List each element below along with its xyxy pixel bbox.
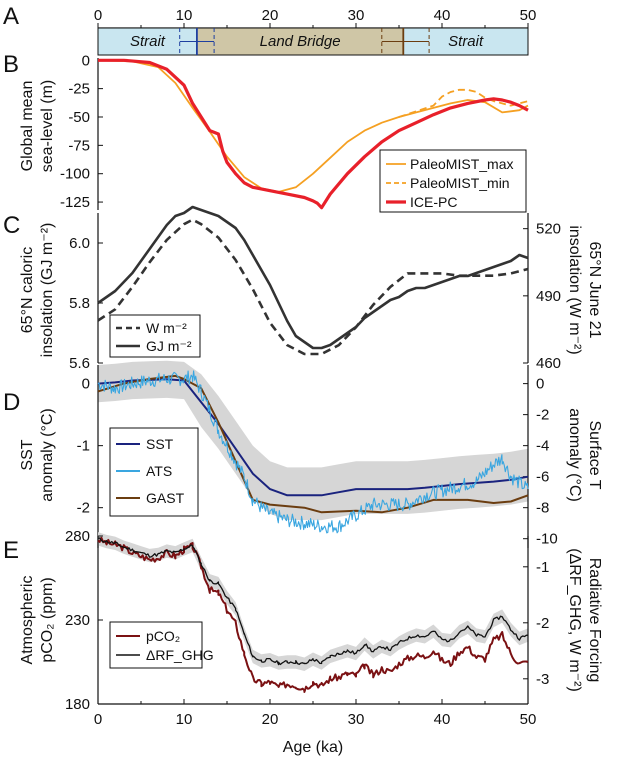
top-x-tick-label: 30	[348, 7, 365, 24]
y-left-tick-label: -2	[77, 500, 90, 517]
segment-label-3: Strait	[448, 33, 484, 50]
y-right-tick-label: -8	[536, 500, 549, 517]
top-x-tick-label: 50	[520, 7, 537, 24]
segment-label-2: Land Bridge	[260, 33, 341, 50]
y-right-tick-label: 490	[536, 288, 561, 305]
legend-label: ICE-PC	[410, 194, 457, 210]
series-gj-m2	[97, 205, 529, 350]
panel-label-e: E	[3, 537, 19, 564]
y-axis-label: Global mean	[19, 81, 36, 172]
legend-label: ΔRF_GHG	[146, 647, 214, 663]
legend-label: GAST	[146, 490, 185, 506]
sst-uncertainty-band	[98, 360, 528, 521]
y-right-tick-label: -10	[536, 531, 558, 548]
y-right-axis-label: 65°N June 21	[586, 241, 603, 338]
series-paleomist-min	[398, 88, 529, 118]
x-tick-label: 20	[262, 711, 279, 728]
y-right-tick-label: -2	[536, 407, 549, 424]
y-left-axis-label: SST	[19, 439, 36, 470]
legend-box	[109, 621, 203, 669]
y-right-tick-label: 520	[536, 221, 561, 238]
y-left-tick-label: 6.0	[69, 235, 90, 252]
y-right-axis-label: Surface T	[586, 420, 603, 489]
legend-box	[109, 314, 201, 358]
y-left-tick-label: 5.6	[69, 355, 90, 372]
y-right-axis-label: Radiative Forcing	[586, 558, 603, 683]
top-x-tick-label: 20	[262, 7, 279, 24]
series-pco2	[97, 536, 529, 693]
legend-label: PaleoMIST_min	[410, 175, 510, 191]
legend-label: PaleoMIST_max	[410, 156, 513, 172]
y-right-tick-label: 0	[536, 376, 544, 393]
y-left-axis-label: anomaly (°C)	[39, 408, 56, 502]
x-axis-label: Age (ka)	[283, 739, 343, 756]
y-left-axis-label: 65°N caloric	[19, 247, 36, 333]
y-axis-label: sea-level (m)	[39, 80, 56, 172]
x-tick-label: 40	[434, 711, 451, 728]
panel-a: 0 10 20 30 40 50 Strait Land Bridge Strait	[94, 7, 537, 56]
series-ice-pc	[98, 58, 529, 210]
x-tick-label: 30	[348, 711, 365, 728]
panel-label-c: C	[3, 212, 20, 239]
series-w-m2	[97, 218, 529, 356]
y-left-tick-label: 280	[65, 528, 90, 545]
y-left-axis-label: Atmospheric	[19, 576, 36, 665]
y-right-tick-label: -4	[536, 438, 549, 455]
panel-label-b: B	[3, 51, 19, 78]
legend-label: GJ m⁻²	[146, 338, 192, 354]
y-tick-label: 0	[82, 52, 90, 69]
series-rf-ghg	[97, 537, 529, 666]
top-x-tick-label: 10	[176, 7, 193, 24]
x-tick-label: 0	[94, 711, 102, 728]
x-tick-label: 50	[520, 711, 537, 728]
y-right-tick-label: -6	[536, 469, 549, 486]
y-right-axis-label: insolation (W m⁻²)	[566, 225, 583, 354]
y-tick-label: -50	[68, 109, 90, 126]
series-paleomist-max	[97, 59, 529, 193]
y-right-tick-label: 460	[536, 355, 561, 372]
x-tick-label: 10	[176, 711, 193, 728]
y-left-axis-label: pCO₂ (ppm)	[39, 577, 56, 662]
legend-label: W m⁻²	[146, 320, 187, 336]
y-right-tick-label: -2	[536, 615, 549, 632]
y-left-tick-label: -1	[77, 438, 90, 455]
y-left-tick-label: 0	[82, 376, 90, 393]
y-right-axis-label: (ΔRF_GHG, W m⁻²)	[566, 548, 583, 692]
y-right-tick-label: -1	[536, 559, 549, 576]
panel-b: 0 -25 -50 -75 -100 -125 Global mean sea-level (…	[19, 52, 529, 213]
top-x-tick-label: 40	[434, 7, 451, 24]
legend-label: SST	[146, 436, 174, 452]
segment-label-1: Strait	[130, 33, 166, 50]
panel-label-a: A	[3, 3, 19, 30]
panel-label-d: D	[3, 389, 20, 416]
y-right-tick-label: -3	[536, 671, 549, 688]
legend-label: pCO₂	[146, 628, 180, 644]
legend-label: ATS	[146, 463, 172, 479]
y-left-tick-label: 5.8	[69, 295, 90, 312]
y-tick-label: -125	[60, 194, 90, 211]
y-tick-label: -100	[60, 166, 90, 183]
series-ats	[97, 370, 529, 534]
top-x-tick-label: 0	[94, 7, 102, 24]
y-left-tick-label: 180	[65, 696, 90, 713]
y-left-axis-label: insolation (GJ m⁻²)	[39, 223, 56, 358]
y-tick-label: -75	[68, 137, 90, 154]
segment-2	[196, 27, 404, 56]
y-tick-label: -25	[68, 81, 90, 98]
y-left-tick-label: 230	[65, 612, 90, 629]
y-right-axis-label: anomaly (°C)	[566, 408, 583, 502]
